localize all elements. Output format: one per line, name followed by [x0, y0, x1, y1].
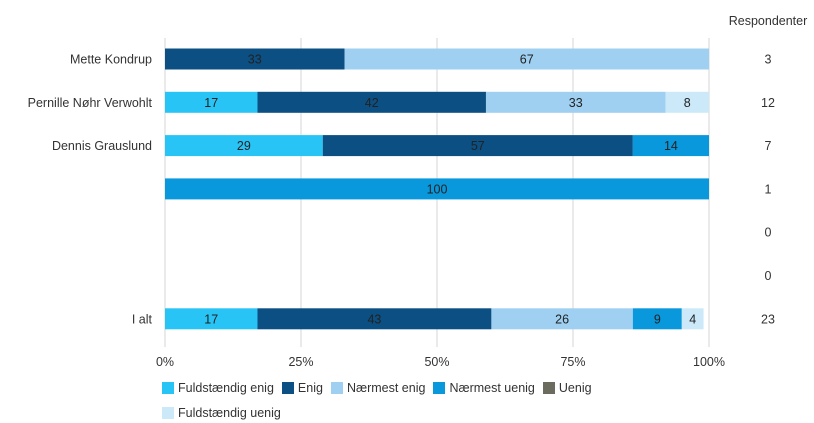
respondent-counts: 3 12 7 1 0 0 23	[761, 53, 775, 327]
bar-value-label: 29	[237, 139, 251, 153]
bar-value-label: 67	[520, 53, 534, 67]
bar-segment	[165, 48, 345, 70]
legend-swatch	[542, 382, 555, 394]
x-tick-label: 0%	[156, 355, 174, 369]
x-tick-label: 50%	[424, 355, 449, 369]
bar-segment	[485, 91, 666, 113]
bar-value-label: 42	[365, 96, 379, 110]
legend-label: Nærmest enig	[346, 381, 426, 395]
category-label: I alt	[132, 312, 153, 326]
x-axis-ticks: 0% 25% 50% 75% 100%	[156, 355, 725, 369]
bar-value-label: 8	[684, 96, 691, 110]
x-tick-label: 25%	[288, 355, 313, 369]
legend-swatch	[162, 382, 174, 394]
bar-value-label: 57	[471, 139, 485, 153]
bar-value-label: 33	[569, 96, 583, 110]
bar-segment	[257, 91, 486, 113]
legend-item: Nærmest enig	[330, 379, 426, 397]
bar-segment	[632, 135, 709, 157]
bar-value-label: 33	[248, 53, 262, 67]
bar-segment	[344, 48, 709, 70]
bars: 33 67 17 42 33 8 29 57 14 100 17 43 26 9 4	[165, 48, 709, 330]
bar-value-label: 17	[204, 312, 218, 326]
legend-swatch	[162, 407, 174, 419]
respondent-count: 3	[765, 53, 772, 67]
bar-segment	[165, 308, 258, 330]
legend-label: Nærmest uenig	[449, 381, 535, 395]
category-labels: Mette Kondrup Pernille Nøhr Verwohlt Denni…	[28, 53, 153, 327]
respondents-header: Respondenter	[729, 14, 808, 28]
x-tick-label: 100%	[693, 355, 725, 369]
legend-swatch	[281, 382, 294, 394]
bar-value-label: 17	[204, 96, 218, 110]
legend-item: Enig	[281, 379, 323, 397]
bar-value-label: 9	[654, 312, 661, 326]
legend-label: Fuldstændig uenig	[178, 406, 281, 420]
category-label: Mette Kondrup	[70, 53, 152, 67]
category-label: Dennis Grauslund	[52, 139, 152, 153]
respondent-count: 12	[761, 96, 775, 110]
legend-label: Enig	[297, 381, 323, 395]
legend: Fuldstændig enig Enig Nærmest enig Nærmest …	[162, 379, 722, 422]
bar-segment	[681, 308, 704, 330]
bar-segment	[632, 308, 682, 330]
respondent-count: 23	[761, 312, 775, 326]
bar-value-label: 14	[664, 139, 678, 153]
respondent-count: 0	[765, 226, 772, 240]
bar-segment	[165, 135, 323, 157]
bar-value-label: 4	[689, 312, 696, 326]
bar-segment	[257, 308, 492, 330]
legend-item: Nærmest uenig	[433, 379, 535, 397]
respondent-count: 0	[765, 269, 772, 283]
bar-segment	[665, 91, 709, 113]
legend-swatch	[433, 382, 446, 394]
legend-swatch	[330, 382, 343, 394]
bar-segment	[165, 91, 258, 113]
legend-label: Uenig	[558, 381, 592, 395]
bar-value-label: 26	[555, 312, 569, 326]
bar-value-label: 43	[367, 312, 381, 326]
legend-label: Fuldstændig enig	[178, 381, 274, 395]
bar-segment	[322, 135, 633, 157]
legend-item: Uenig	[542, 379, 592, 397]
legend-item: Fuldstændig enig	[162, 379, 274, 397]
bar-segment	[165, 178, 709, 200]
respondent-count: 1	[765, 182, 772, 196]
category-label: Pernille Nøhr Verwohlt	[28, 96, 153, 110]
respondent-count: 7	[765, 139, 772, 153]
bar-value-label: 100	[427, 182, 448, 196]
x-tick-label: 75%	[560, 355, 585, 369]
bar-segment	[491, 308, 633, 330]
legend-item: Fuldstændig uenig	[162, 404, 722, 422]
